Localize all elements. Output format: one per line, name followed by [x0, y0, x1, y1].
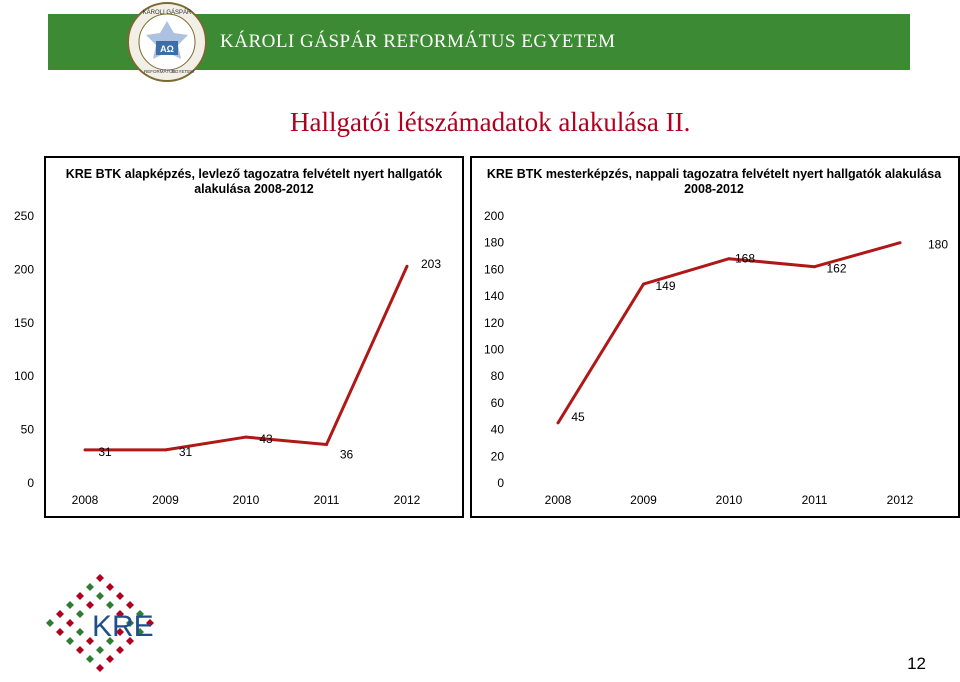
- chart-2-data-point: [642, 282, 645, 286]
- chart-2-frame: [470, 156, 960, 518]
- chart-1-x-tick-label: 2010: [233, 493, 260, 507]
- kre-logo-text: KRE: [92, 610, 154, 643]
- logo-diamond-icon: [56, 610, 64, 618]
- chart-1-data-label: 203: [421, 257, 441, 271]
- logo-diamond-icon: [86, 655, 94, 663]
- logo-diamond-icon: [86, 637, 94, 645]
- chart-2-x-tick-label: 2011: [802, 493, 828, 507]
- logo-diamond-icon: [76, 592, 84, 600]
- chart-1-x-tick-label: 2009: [152, 493, 179, 507]
- chart-2-data-point: [898, 241, 902, 245]
- chart-2-data-point: [727, 257, 731, 261]
- chart-1-data-point: [83, 448, 87, 452]
- logo-diamond-icon: [116, 646, 124, 654]
- logo-diamond-icon: [116, 628, 124, 636]
- logo-diamond-icon: [106, 655, 114, 663]
- seal-right-text: EGYETEM: [172, 69, 194, 74]
- chart-2-data-point: [556, 421, 560, 425]
- logo-diamond-icon: [136, 610, 144, 618]
- chart-2-y-tick-label: 160: [484, 262, 504, 276]
- chart-2: 0 20 40 60 80 100 120 140 160 180 200 2008 2009 2010 2…: [484, 209, 948, 507]
- chart-2-data-label: 149: [655, 279, 675, 293]
- page-number: 12: [907, 654, 926, 673]
- svg-text:AΩ: AΩ: [160, 44, 174, 54]
- logo-diamond-icon: [106, 601, 114, 609]
- logo-diamond-icon: [56, 628, 64, 636]
- chart-1-y-tick-label: 250: [14, 209, 34, 223]
- logo-diamond-icon: [76, 646, 84, 654]
- chart-2-x-tick-label: 2008: [545, 493, 572, 507]
- chart-2-x-tick-label: 2009: [630, 493, 657, 507]
- logo-diamond-icon: [136, 628, 144, 636]
- logo-diamond-icon: [126, 601, 134, 609]
- chart-1-data-label: 43: [259, 432, 273, 446]
- chart-2-y-tick-label: 80: [491, 369, 505, 383]
- logo-diamond-icon: [76, 628, 84, 636]
- chart-2-y-tick-label: 60: [491, 396, 505, 410]
- logo-diamond-icon: [66, 601, 74, 609]
- logo-diamond-icon: [106, 637, 114, 645]
- chart-2-y-tick-label: 120: [484, 316, 504, 330]
- chart-2-data-label: 180: [928, 238, 948, 252]
- kre-logo-icon: KRE: [46, 574, 154, 672]
- chart-1-data-point: [325, 443, 328, 447]
- university-name: KÁROLI GÁSPÁR REFORMÁTUS EGYETEM: [220, 31, 616, 52]
- chart-2-y-tick-label: 100: [484, 343, 504, 357]
- university-seal-icon: AΩ KÁROLI GÁSPÁR REFORMÁTUS EGYETEM: [127, 2, 207, 82]
- logo-diamond-icon: [96, 574, 104, 582]
- logo-diamond-icon: [86, 583, 94, 591]
- logo-diamond-icon: [126, 619, 134, 627]
- chart-1-frame: [44, 156, 464, 518]
- seal-left-text: REFORMÁTUS: [144, 68, 176, 74]
- logo-diamond-icon: [116, 610, 124, 618]
- chart-1-data-label: 31: [98, 445, 112, 459]
- chart-2-data-label: 162: [826, 262, 846, 276]
- chart-1-x-tick-label: 2011: [314, 493, 340, 507]
- chart-1-y-tick-label: 200: [14, 262, 34, 276]
- logo-diamond-icon: [96, 646, 104, 654]
- logo-diamond-icon: [96, 592, 104, 600]
- chart-1-data-label: 31: [179, 445, 193, 459]
- logo-diamond-icon: [96, 664, 104, 672]
- logo-diamond-icon: [126, 637, 134, 645]
- logo-diamond-icon: [146, 619, 154, 627]
- chart-2-y-tick-label: 200: [484, 209, 504, 223]
- chart-1-x-tick-label: 2008: [72, 493, 99, 507]
- logo-diamond-icon: [116, 592, 124, 600]
- chart-1-title: KRE BTK alapképzés, levlező tagozatra fe…: [65, 167, 443, 196]
- chart-1-y-tick-label: 150: [14, 316, 34, 330]
- chart-2-y-tick-label: 0: [497, 476, 504, 490]
- chart-2-x-tick-label: 2010: [716, 493, 743, 507]
- chart-1-data-point: [244, 435, 248, 439]
- chart-1-data-label: 36: [340, 448, 354, 462]
- chart-2-y-tick-label: 40: [491, 423, 505, 437]
- logo-diamond-icon: [76, 610, 84, 618]
- logo-diamond-icon: [66, 619, 74, 627]
- chart-1-y-tick-label: 50: [21, 423, 35, 437]
- chart-2-title: KRE BTK mesterképzés, nappali tagozatra …: [486, 167, 942, 196]
- logo-diamond-icon: [46, 619, 54, 627]
- chart-2-y-tick-label: 140: [484, 289, 504, 303]
- chart-1-y-tick-label: 100: [14, 369, 34, 383]
- seal-top-text: KÁROLI GÁSPÁR: [143, 9, 192, 16]
- chart-2-y-tick-label: 20: [491, 449, 505, 463]
- chart-1: 0 50 100 150 200 250 2008 2009 2010 2011 2012 31 31 4…: [14, 209, 441, 507]
- chart-2-y-tick-label: 180: [484, 236, 504, 250]
- chart-2-data-label: 45: [571, 410, 585, 424]
- chart-1-x-tick-label: 2012: [394, 493, 421, 507]
- chart-1-y-tick-label: 0: [27, 476, 34, 490]
- chart-2-x-tick-label: 2012: [887, 493, 914, 507]
- slide-title: Hallgatói létszámadatok alakulása II.: [290, 107, 691, 137]
- chart-2-data-point: [813, 265, 816, 269]
- logo-diamond-icon: [106, 583, 114, 591]
- logo-diamond-icon: [66, 637, 74, 645]
- chart-1-data-point: [164, 448, 167, 452]
- chart-2-data-label: 168: [735, 252, 755, 266]
- logo-diamond-icon: [86, 601, 94, 609]
- chart-1-data-point: [405, 264, 409, 268]
- chart-2-series-line: [556, 241, 901, 424]
